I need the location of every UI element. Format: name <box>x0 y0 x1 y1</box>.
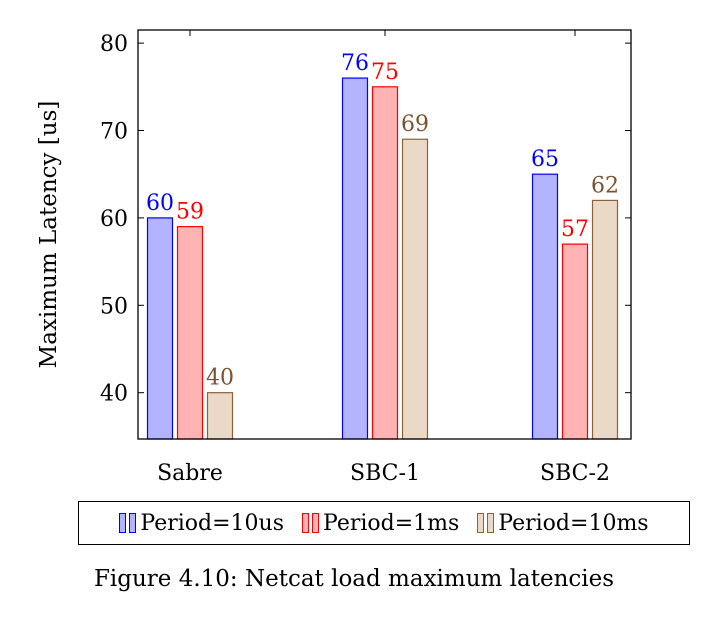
legend-label: Period=10ms <box>498 510 649 536</box>
legend-item: Period=1ms <box>302 511 459 536</box>
x-tick-label: SBC-2 <box>540 461 610 486</box>
legend-swatch <box>119 513 137 533</box>
chart-legend: Period=10us Period=1ms Period=10ms <box>78 501 690 545</box>
bar <box>206 392 234 440</box>
legend-item: Period=10ms <box>477 510 649 536</box>
data-label: 40 <box>206 366 234 391</box>
legend-swatch <box>477 513 495 533</box>
y-axis-label: Maximum Latency [us] <box>36 101 62 369</box>
bar <box>341 77 369 440</box>
legend-swatch <box>302 513 319 533</box>
y-tick-label: 80 <box>100 32 128 57</box>
data-label: 59 <box>176 200 204 225</box>
bar-chart: 40 50 60 70 80 Sabre SBC-1 SBC-2 60 76 65 59 75 57 40 6… <box>36 29 632 486</box>
y-tick-label: 60 <box>100 207 128 232</box>
data-label: 69 <box>401 112 429 137</box>
y-tick-label: 50 <box>100 294 128 319</box>
data-label: 76 <box>341 51 369 76</box>
data-label: 60 <box>146 191 174 216</box>
y-tick-label: 40 <box>100 382 128 407</box>
bar <box>401 138 429 440</box>
figure-caption: Figure 4.10: Netcat load maximum latenci… <box>93 566 615 592</box>
data-label: 57 <box>561 217 589 242</box>
data-label: 75 <box>371 60 399 85</box>
bar <box>176 226 204 440</box>
bar <box>561 243 589 440</box>
legend-item: Period=10us <box>119 511 284 536</box>
y-tick-label: 70 <box>100 120 128 145</box>
bar <box>531 173 559 440</box>
legend-label: Period=1ms <box>323 510 460 536</box>
data-label: 62 <box>591 173 619 198</box>
legend-label: Period=10us <box>140 510 284 536</box>
data-label: 65 <box>531 147 559 172</box>
bar <box>591 199 619 440</box>
bar <box>146 217 174 440</box>
x-tick-label: SBC-1 <box>350 461 420 486</box>
bar <box>371 86 399 440</box>
plot-frame <box>137 29 632 440</box>
x-tick-label: Sabre <box>157 461 223 486</box>
